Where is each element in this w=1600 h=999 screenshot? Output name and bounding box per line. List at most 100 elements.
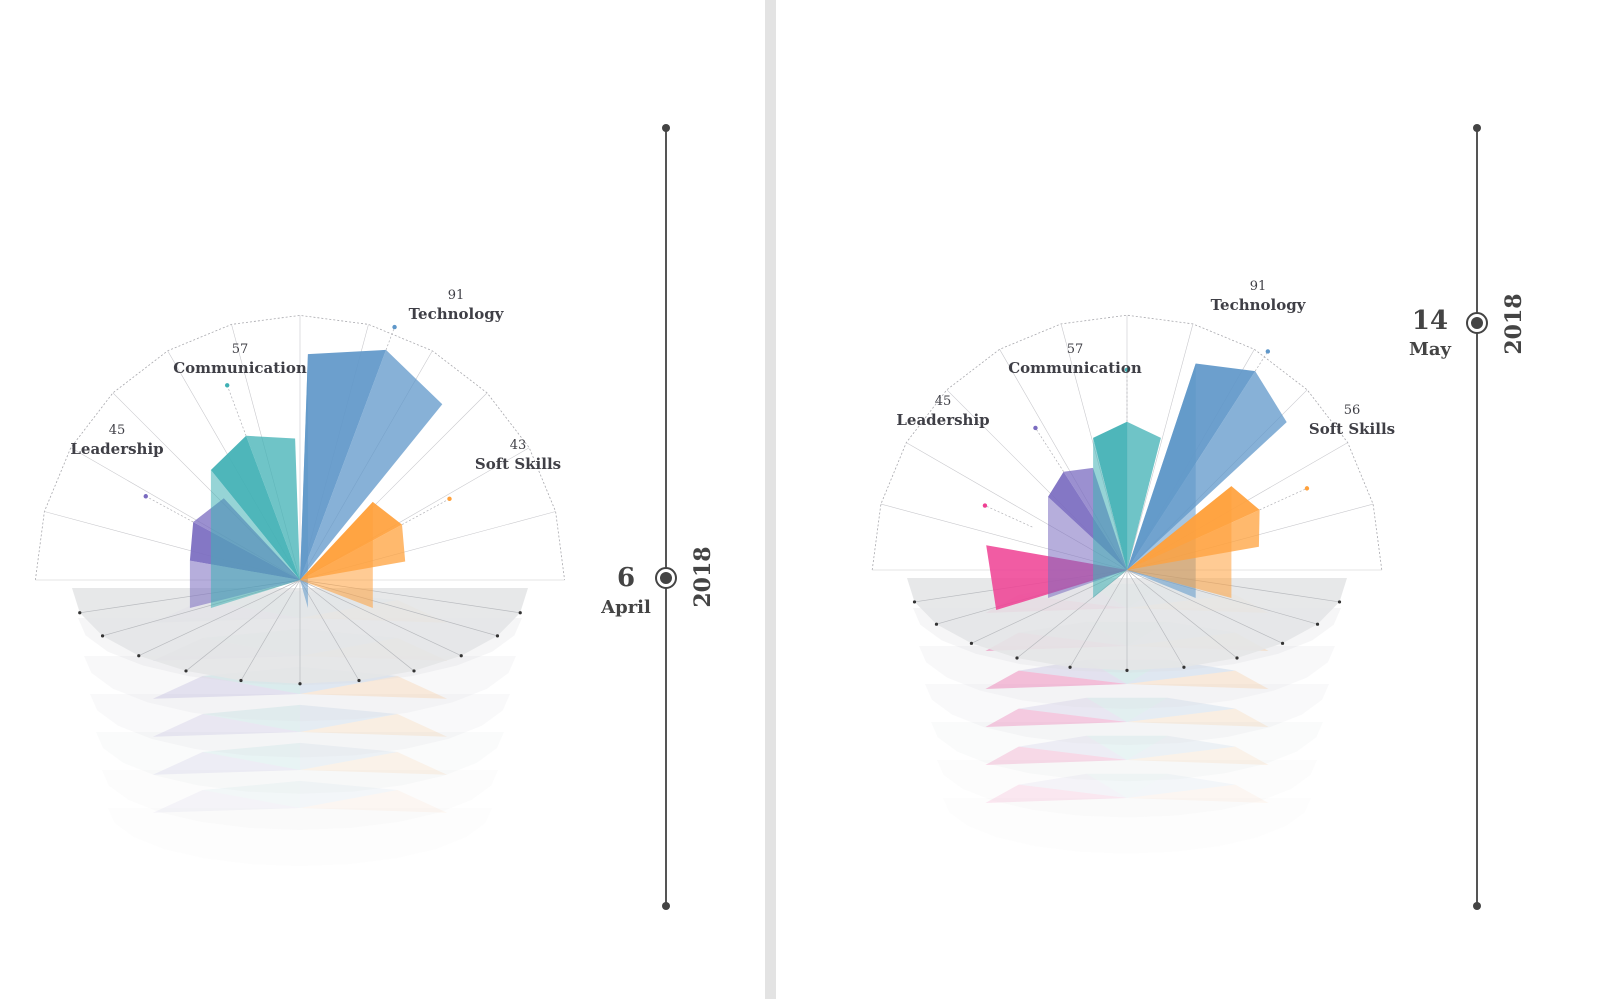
floor-ghost-wedge — [300, 704, 398, 732]
base-spoke — [299, 579, 415, 672]
tip-dot — [1124, 367, 1130, 372]
radar-chart-april: 45 Leadership 57 Communication 91 Technology 4… — [35, 288, 565, 867]
base-vertex-dot — [1315, 622, 1320, 626]
floor-ghost-wedge — [300, 790, 448, 813]
floor-ghost-wedge — [300, 742, 398, 770]
floor-layer — [931, 722, 1323, 782]
label-value-communication: 57 — [232, 342, 249, 357]
base-spoke — [185, 579, 301, 672]
floor-layer — [919, 646, 1335, 709]
floor-ghost-wedge — [202, 704, 300, 732]
tip-dot — [1304, 486, 1310, 491]
base-vertex-dot — [459, 654, 463, 658]
base-spoke — [299, 579, 462, 657]
label-name-technology: Technology — [409, 305, 505, 323]
tip-guide — [145, 495, 194, 523]
base-vertex-dot — [1068, 665, 1072, 669]
wedge-face-shade — [246, 435, 300, 580]
floor-ghost-wedge — [300, 752, 448, 775]
base-vertex-dot — [78, 611, 82, 615]
base-spoke — [1069, 569, 1128, 668]
floor-ghost-wedge — [985, 708, 1127, 727]
floor-ghost-wedge — [1127, 697, 1236, 722]
date-day: 6 — [616, 563, 636, 593]
base-vertex-dot — [184, 669, 188, 673]
floor-layer — [925, 684, 1329, 746]
tip-guide — [1259, 488, 1308, 511]
base-spoke — [1126, 569, 1238, 659]
floor-ghost-wedge — [1127, 784, 1269, 803]
floor-ghost-wedge — [152, 714, 300, 737]
radar-grid-spoke — [1126, 323, 1194, 571]
floor-ghost-wedge — [202, 780, 300, 808]
tip-dot — [447, 496, 452, 502]
tip-guide — [226, 385, 247, 436]
wedge-soft_skills — [1127, 486, 1310, 598]
timeline-marker[interactable] — [655, 567, 677, 589]
tip-dot — [224, 383, 230, 388]
tip-guide — [984, 505, 1033, 528]
floor-ghost-wedge — [300, 676, 448, 699]
floor-layer — [943, 798, 1311, 854]
chart-panel-may: 45 Leadership 57 Communication 91 Technology 5… — [776, 0, 1600, 999]
label-name-leadership: Leadership — [70, 440, 163, 458]
floor-ghost-wedge — [1127, 746, 1269, 765]
floor-ghost-wedge — [1018, 697, 1127, 722]
floor-layer — [96, 732, 504, 794]
tip-dot — [1033, 425, 1038, 431]
wedge-face-shade — [1127, 421, 1161, 570]
base-spoke — [299, 579, 360, 681]
base-vertex-dot — [137, 654, 141, 658]
base-vertex-dot — [298, 682, 302, 686]
tip-guide — [401, 498, 450, 525]
wedge-communication — [210, 383, 300, 608]
floor-ghost-wedge — [1086, 773, 1168, 798]
base-vertex-dot — [1182, 665, 1186, 669]
timeline-start-dot — [1473, 124, 1481, 132]
floor-ghost-wedge — [1127, 708, 1269, 727]
floor-layer — [84, 656, 516, 722]
wedge-side — [300, 354, 308, 608]
floor-ghost-wedge — [300, 714, 448, 737]
wedge-side — [1127, 486, 1232, 598]
floor-ghost-wedge — [300, 780, 398, 808]
tip-dot — [392, 324, 397, 330]
tip-guide — [1035, 427, 1064, 472]
floor-ghost-wedge — [985, 784, 1127, 803]
label-name-technology: Technology — [1211, 296, 1307, 314]
wedge-face — [300, 349, 386, 580]
base-vertex-dot — [1337, 600, 1342, 604]
base-vertex-dot — [1235, 656, 1239, 660]
timeline-start-dot — [662, 124, 670, 132]
wedge-face — [1093, 421, 1127, 570]
tip-dot — [982, 503, 988, 508]
floor-layer — [102, 770, 498, 830]
floor-ghost-wedge — [152, 790, 300, 813]
radar-grid-outline — [871, 314, 1383, 571]
floor-ghost-wedge — [1127, 659, 1236, 684]
timeline-marker[interactable] — [1466, 312, 1488, 334]
label-name-soft_skills: Soft Skills — [1309, 420, 1395, 438]
base-vertex-dot — [1280, 641, 1285, 645]
wedge-side — [210, 470, 300, 608]
floor-ghost-wedge — [1086, 735, 1168, 760]
label-name-soft_skills: Soft Skills — [475, 455, 561, 473]
floor-ghost-wedge — [1018, 773, 1127, 798]
label-value-technology: 91 — [448, 288, 465, 303]
floor-ghost-wedge — [202, 742, 300, 770]
base-vertex-dot — [495, 634, 500, 638]
base-vertex-dot — [518, 611, 522, 615]
tip-dot — [143, 494, 148, 499]
base-spoke — [240, 579, 301, 681]
wedge-soft_skills — [300, 496, 452, 608]
date-day: 14 — [1411, 306, 1449, 336]
label-value-leadership: 45 — [109, 423, 126, 438]
date-year: 2018 — [1501, 293, 1527, 355]
chart-panel-april: 45 Leadership 57 Communication 91 Technology 4… — [0, 0, 765, 999]
panel-divider — [765, 0, 776, 999]
timeline-end-dot — [662, 902, 670, 910]
floor-ghost-wedge — [1127, 773, 1236, 798]
floor-layer — [108, 808, 492, 867]
wedge-side — [300, 501, 373, 608]
base-vertex-dot — [100, 634, 105, 638]
